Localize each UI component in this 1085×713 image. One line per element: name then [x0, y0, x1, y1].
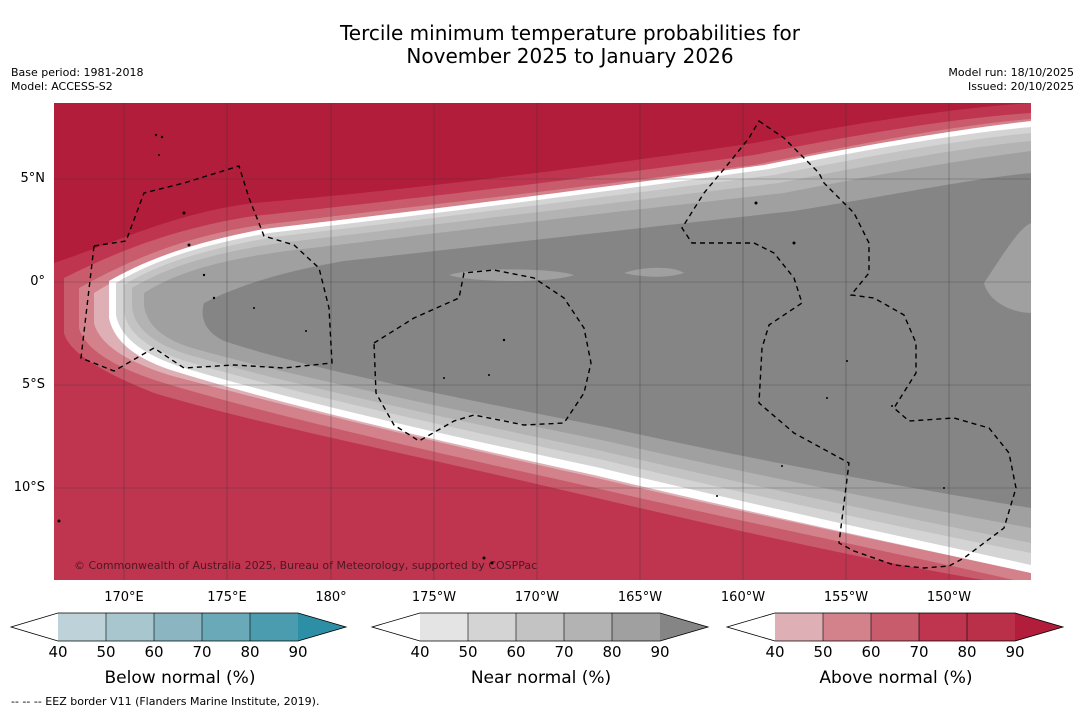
colorbar-segment [298, 613, 346, 641]
lon-label-165w: 165°W [617, 590, 663, 605]
lon-label-160w: 160°W [720, 590, 766, 605]
colorbar-segment [58, 613, 106, 641]
lat-label-0: 0° [30, 274, 45, 289]
title-line-2: November 2025 to January 2026 [406, 44, 734, 68]
colorbar-segment [202, 613, 250, 641]
below-tick-60: 60 [144, 643, 164, 661]
near-tick-50: 50 [458, 643, 478, 661]
lon-label-155w: 155°W [823, 590, 869, 605]
colorbar-segment [919, 613, 967, 641]
lat-label-5s: 5°S [21, 377, 45, 392]
colorbar-segment [106, 613, 154, 641]
near-normal-label: Near normal (%) [470, 668, 612, 688]
lon-label-170w: 170°W [514, 590, 560, 605]
band-near-80-patch-2 [624, 267, 684, 277]
below-tick-90: 90 [288, 643, 308, 661]
eez-borders [80, 120, 1017, 569]
colorbar-segment [727, 613, 775, 641]
map-svg [54, 103, 1031, 580]
near-tick-40: 40 [410, 643, 430, 661]
probability-map: © Commonwealth of Australia 2025, Bureau… [54, 103, 1031, 580]
model-run: Model run: 18/10/2025 [948, 66, 1074, 79]
colorbar-segment [660, 613, 708, 641]
below-tick-80: 80 [240, 643, 260, 661]
colorbar-segment [372, 613, 420, 641]
above-tick-80: 80 [957, 643, 977, 661]
below-tick-50: 50 [96, 643, 116, 661]
above-tick-40: 40 [765, 643, 785, 661]
above-tick-50: 50 [813, 643, 833, 661]
meta-left: Base period: 1981-2018 Model: ACCESS-S2 [11, 66, 143, 94]
colorbar-segment [612, 613, 660, 641]
issued-date: Issued: 20/10/2025 [967, 80, 1074, 93]
colorbar-segment [516, 613, 564, 641]
above-normal-label: Above normal (%) [819, 668, 973, 688]
band-near-80-patch [449, 269, 574, 281]
colorbar-below-svg [9, 612, 348, 642]
below-tick-40: 40 [48, 643, 68, 661]
above-tick-60: 60 [861, 643, 881, 661]
colorbar-near-normal: 40 50 60 70 80 90 Near normal (%) [370, 610, 711, 688]
near-tick-80: 80 [602, 643, 622, 661]
colorbar-segment [823, 613, 871, 641]
near-tick-70: 70 [554, 643, 574, 661]
below-tick-70: 70 [192, 643, 212, 661]
colorbar-near-svg [370, 612, 710, 642]
band-near-80-right [984, 223, 1031, 313]
colorbar-above-normal: 40 50 60 70 80 90 Above normal (%) [725, 610, 1066, 688]
colorbar-below-normal: 40 50 60 70 80 90 Below normal (%) [9, 610, 350, 688]
near-tick-60: 60 [506, 643, 526, 661]
lat-label-10s: 10°S [13, 480, 45, 495]
above-tick-90: 90 [1005, 643, 1025, 661]
map-gridlines [54, 103, 1031, 580]
meta-right: Model run: 18/10/2025 Issued: 20/10/2025 [948, 66, 1074, 94]
colorbar-segment [564, 613, 612, 641]
copyright-notice: © Commonwealth of Australia 2025, Bureau… [74, 559, 538, 572]
near-tick-90: 90 [650, 643, 670, 661]
colorbar-segment [967, 613, 1015, 641]
colorbar-segment [11, 613, 58, 641]
island-dots [57, 133, 945, 565]
lat-label-5n: 5°N [20, 171, 46, 186]
above-tick-70: 70 [909, 643, 929, 661]
colorbar-segment [1015, 613, 1063, 641]
below-normal-label: Below normal (%) [104, 668, 256, 688]
eez-footnote: -- -- -- EEZ border V11 (Flanders Marine… [11, 695, 320, 708]
colorbar-segment [468, 613, 516, 641]
lon-label-180: 180° [315, 590, 347, 605]
lon-label-150w: 150°W [926, 590, 972, 605]
colorbar-segment [420, 613, 468, 641]
colorbar-segment [775, 613, 823, 641]
lon-label-175e: 175°E [207, 590, 247, 605]
chart-title: Tercile minimum temperature probabilitie… [270, 22, 870, 68]
colorbar-segment [871, 613, 919, 641]
colorbar-segment [250, 613, 298, 641]
base-period: Base period: 1981-2018 [11, 66, 144, 79]
title-line-1: Tercile minimum temperature probabilitie… [339, 21, 801, 45]
band-near-90 [202, 173, 1031, 508]
lon-label-170e: 170°E [104, 590, 144, 605]
colorbar-segment [154, 613, 202, 641]
lon-label-175w: 175°W [411, 590, 457, 605]
colorbar-above-svg [725, 612, 1065, 642]
model-name: Model: ACCESS-S2 [11, 80, 113, 93]
